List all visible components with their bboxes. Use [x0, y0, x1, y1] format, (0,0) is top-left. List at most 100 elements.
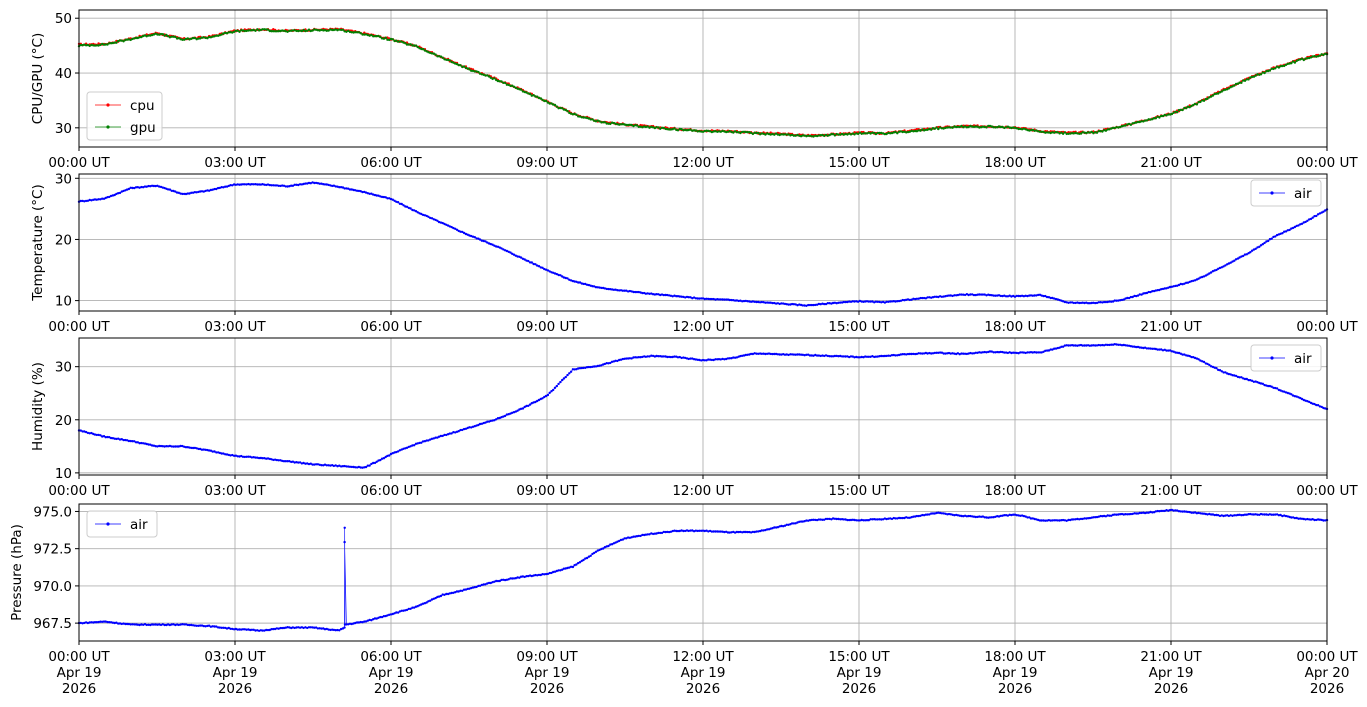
data-point: [828, 133, 831, 137]
data-point: [883, 132, 887, 136]
data-point: [343, 30, 346, 33]
data-point: [1311, 55, 1314, 58]
data-point: [215, 451, 218, 454]
data-point: [158, 444, 161, 448]
data-point: [700, 297, 703, 300]
data-point: [1304, 220, 1307, 224]
data-point: [639, 291, 642, 294]
data-point: [669, 128, 673, 131]
data-point: [413, 444, 416, 447]
data-point: [669, 530, 673, 533]
data-point: [450, 432, 453, 435]
data-point: [942, 352, 945, 355]
data-point: [885, 132, 888, 136]
data-point: [1044, 294, 1047, 298]
data-point: [450, 225, 453, 229]
data-point: [402, 41, 405, 44]
data-point: [1149, 290, 1152, 294]
data-point: [1067, 301, 1070, 304]
data-point: [1206, 97, 1209, 101]
data-point: [815, 518, 819, 522]
data-point: [190, 37, 193, 40]
data-point: [1172, 111, 1175, 115]
data-point: [1004, 514, 1008, 517]
data-point: [147, 623, 150, 626]
data-point: [1222, 514, 1225, 518]
data-point: [277, 30, 280, 33]
data-point: [509, 577, 512, 580]
data-point: [1238, 81, 1241, 84]
data-point: [302, 461, 305, 465]
data-point: [807, 303, 810, 307]
data-point: [496, 245, 500, 248]
data-point: [593, 285, 596, 288]
data-point: [985, 126, 988, 129]
data-point: [1138, 120, 1142, 124]
data-point: [659, 293, 662, 297]
data-point: [764, 528, 767, 532]
data-point: [336, 29, 339, 32]
data-point: [1233, 514, 1236, 517]
data-point: [240, 29, 243, 32]
data-point: [149, 623, 152, 627]
data-point: [486, 74, 489, 77]
data-point: [1120, 298, 1124, 302]
data-point: [1283, 64, 1286, 68]
data-point: [452, 226, 455, 230]
data-point: [471, 425, 475, 428]
data-point: [1129, 345, 1133, 348]
data-point: [1154, 117, 1158, 120]
data-point: [726, 357, 730, 360]
data-point: [473, 425, 476, 428]
data-point: [971, 515, 974, 518]
data-point: [229, 627, 232, 630]
y-tick-label: 30: [55, 360, 72, 376]
data-point: [881, 518, 885, 521]
data-point: [566, 109, 569, 113]
data-point: [828, 355, 831, 358]
data-point: [462, 65, 466, 68]
data-point: [1304, 399, 1307, 402]
data-point: [291, 460, 295, 463]
data-point: [1206, 513, 1209, 516]
data-point: [1099, 514, 1102, 518]
data-point: [721, 129, 724, 133]
data-point: [247, 455, 250, 458]
data-point: [848, 300, 851, 303]
data-point: [304, 462, 307, 465]
x-tick-label: 15:00 UT Apr 19 2026: [828, 649, 890, 697]
data-point: [1037, 518, 1040, 522]
data-point: [1224, 264, 1227, 267]
data-point: [544, 268, 548, 271]
data-point: [136, 623, 139, 626]
data-point: [1206, 362, 1209, 366]
data-point: [1044, 349, 1047, 352]
data-point: [174, 623, 177, 627]
data-point: [507, 250, 510, 253]
data-point: [773, 301, 776, 305]
data-point: [684, 296, 687, 299]
data-point: [919, 352, 922, 355]
data-point: [284, 30, 287, 33]
data-point: [238, 628, 241, 631]
data-point: [1092, 132, 1095, 135]
data-point: [414, 210, 418, 213]
data-point: [869, 518, 872, 521]
data-point: [473, 236, 476, 239]
data-point: [996, 294, 999, 297]
data-point: [437, 595, 441, 598]
data-point: [605, 122, 608, 125]
data-point: [336, 185, 339, 188]
data-point: [468, 234, 471, 237]
y-tick-label: 30: [55, 121, 72, 137]
data-point: [282, 29, 286, 32]
data-point: [329, 464, 332, 467]
data-point: [343, 526, 346, 529]
data-point: [557, 273, 560, 277]
data-point: [1065, 301, 1068, 304]
data-point: [265, 28, 268, 31]
data-point: [190, 191, 193, 194]
data-point: [450, 60, 453, 64]
data-point: [817, 354, 821, 357]
data-point: [1190, 104, 1193, 108]
